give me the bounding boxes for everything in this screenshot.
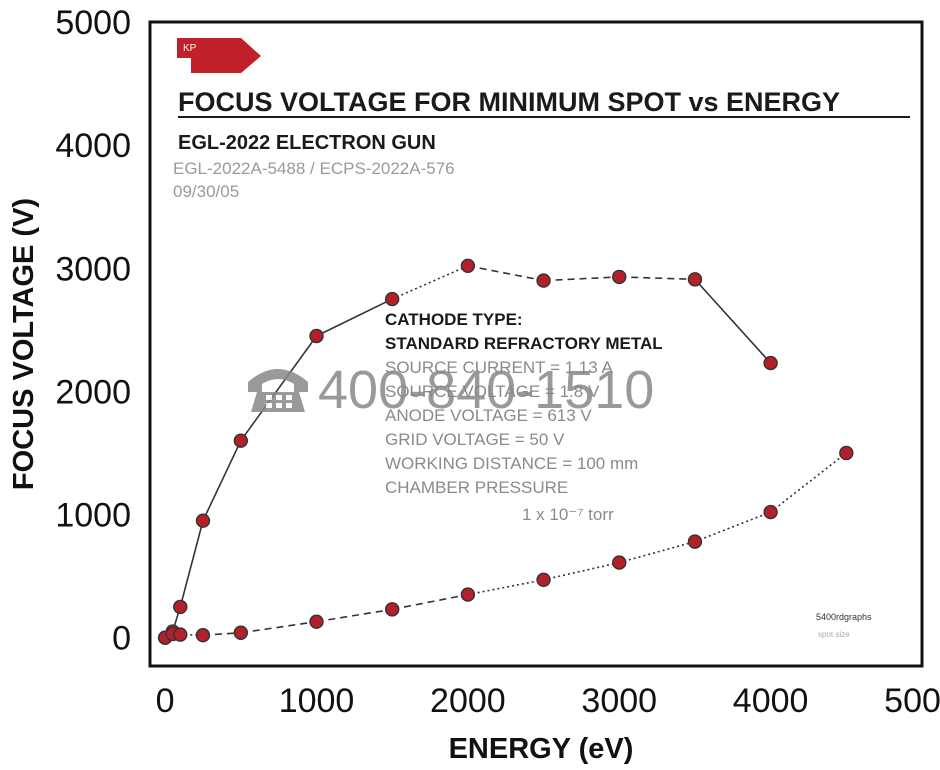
chart-subtitle: EGL-2022 ELECTRON GUN [178, 132, 436, 154]
kp-logo: KP [177, 38, 261, 73]
series-1-point [612, 269, 627, 285]
series-points [157, 258, 854, 645]
series-1-point [536, 273, 551, 288]
plot-frame [148, 20, 924, 668]
series-2-point [839, 445, 854, 461]
series-2-segment [770, 452, 847, 513]
x-axis-label: ENERGY (eV) [449, 733, 634, 765]
cathode-label: CATHODE TYPE: [385, 310, 523, 329]
x-tick-label: 0 [156, 682, 175, 720]
chart-title: FOCUS VOLTAGE FOR MINIMUM SPOT vs ENERGY [178, 87, 840, 117]
x-tick-label: 3000 [581, 682, 657, 720]
series-2-segment [694, 511, 771, 543]
param-working-distance: WORKING DISTANCE = 100 mm [385, 454, 638, 473]
model-line: EGL-2022A-5488 / ECPS-2022A-576 [173, 159, 455, 178]
series-2-point [384, 602, 400, 617]
series-1-segment [694, 278, 772, 364]
x-tick-label: 5000 [884, 682, 940, 720]
y-axis-label: FOCUS VOLTAGE (V) [8, 198, 40, 490]
series-1-point [309, 328, 324, 344]
series-2-point [233, 625, 249, 640]
series-2-segment [180, 633, 204, 637]
series-1-point [763, 355, 778, 371]
y-tick-label: 5000 [55, 4, 131, 42]
x-tick-label: 1000 [279, 682, 355, 720]
series-1-point [173, 599, 188, 615]
series-2-segment [619, 540, 696, 564]
param-chamber-pressure: CHAMBER PRESSURE [385, 478, 568, 497]
series-1-segment [202, 440, 242, 522]
y-tick-label: 2000 [55, 373, 131, 411]
watermark-text: 400-840-1510 [318, 360, 654, 420]
series-1-segment [240, 335, 318, 442]
series-2-point [687, 534, 703, 549]
series-1-segment [619, 276, 695, 281]
series-2-point [763, 504, 778, 520]
logo-text: KP [183, 43, 197, 54]
file-ref-secondary: spot size [818, 630, 850, 639]
series-1-point [233, 433, 249, 448]
series-1-point [460, 258, 476, 274]
series-1-segment [316, 298, 393, 337]
y-tick-label: 3000 [55, 250, 131, 288]
cathode-value: STANDARD REFRACTORY METAL [385, 334, 663, 353]
series-2-point [536, 572, 551, 588]
file-ref: 5400rdgraphs [816, 612, 872, 622]
series-1-segment [391, 265, 469, 300]
phone-watermark: 400-840-1510 [248, 360, 654, 420]
param-grid-voltage: GRID VOLTAGE = 50 V [385, 430, 565, 449]
param-source-current: SOURCE CURRENT = 1.13 A [385, 358, 614, 377]
series-1-segment [467, 265, 544, 282]
series-1-point [687, 272, 703, 287]
param-anode-voltage: ANODE VOLTAGE = 613 V [385, 406, 592, 425]
param-source-voltage: SOURCE VOLTAGE = 1.8 V [385, 382, 600, 401]
x-tick-label: 2000 [430, 682, 506, 720]
date-line: 09/30/05 [173, 182, 239, 201]
series-1-point [195, 513, 211, 528]
series-2-segment [240, 620, 317, 634]
y-tick-label: 0 [112, 620, 131, 658]
series-2-segment [316, 608, 393, 623]
series-1-segment [543, 276, 620, 282]
telephone-icon [248, 369, 308, 412]
pressure-value: 1 x 10⁻⁷ torr [522, 505, 614, 524]
series-2-segment [392, 593, 469, 611]
series-2-point [173, 627, 188, 642]
series-2-point [195, 628, 211, 643]
series-1-point [384, 291, 400, 307]
tick-labels: 0 1000 2000 3000 4000 5000 0 1000 2000 3000 4000 50… [55, 4, 940, 720]
series-2-point [460, 587, 476, 602]
series-1-segment [179, 520, 204, 608]
y-tick-label: 1000 [55, 497, 131, 535]
x-tick-label: 4000 [733, 682, 809, 720]
y-tick-label: 4000 [55, 127, 131, 165]
series-2-point [612, 555, 627, 570]
series-2-point [309, 614, 324, 629]
